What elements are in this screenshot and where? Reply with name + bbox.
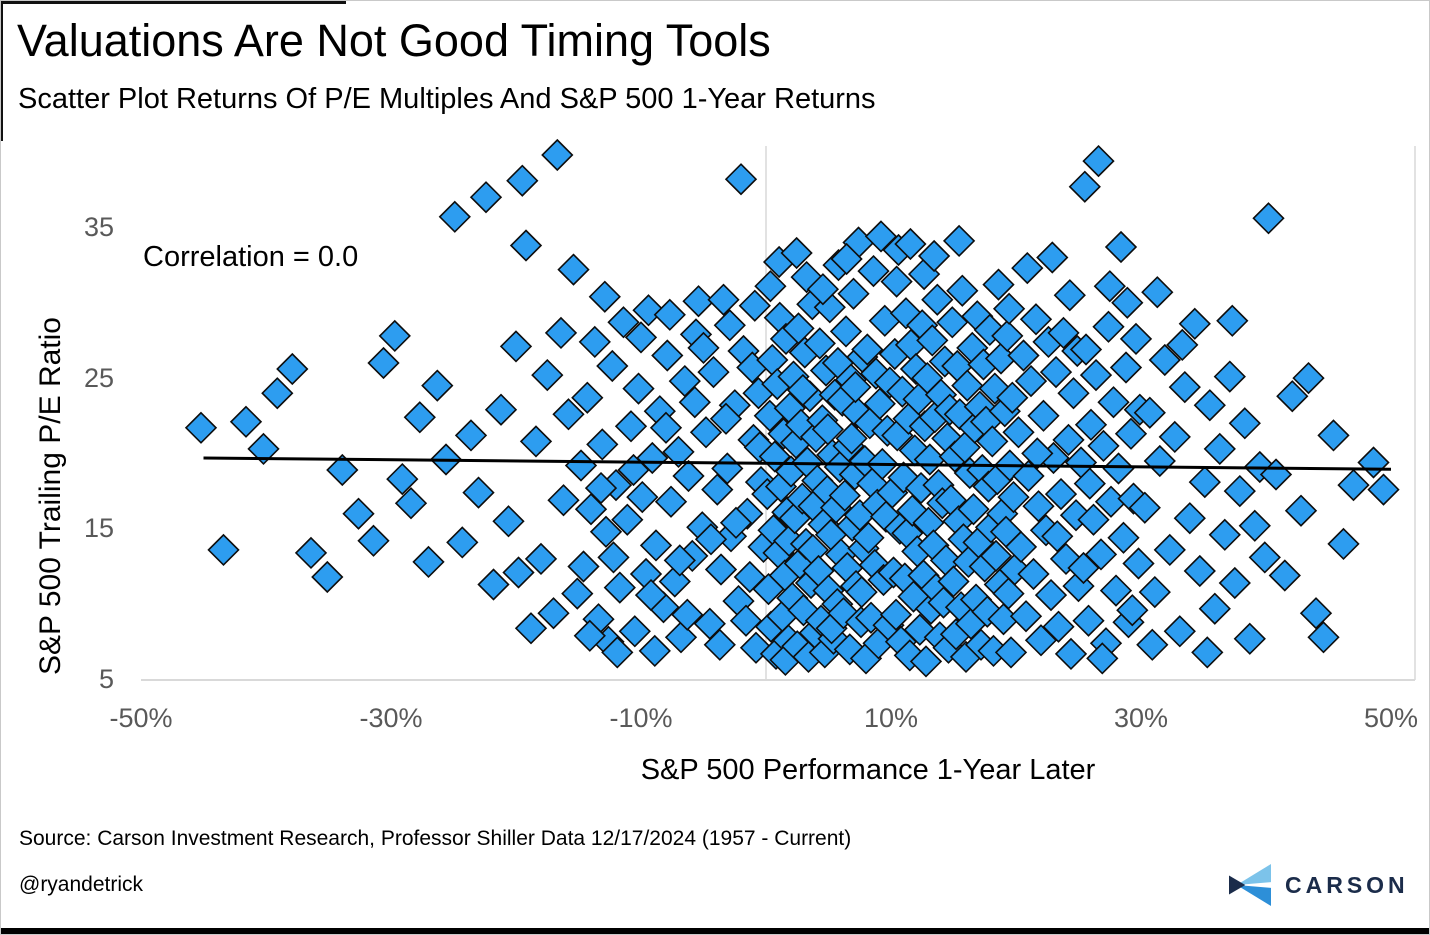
x-tick-10: 10%: [863, 703, 919, 733]
y-tick-15: 15: [83, 513, 114, 543]
x-tick-neg10: -10%: [609, 703, 673, 733]
y-tick-25: 25: [83, 363, 114, 393]
y-tick-35: 35: [83, 212, 114, 242]
scatter-plot: Correlation = 0.0 35 25 15 5 -50% -30% -…: [34, 138, 1418, 786]
carson-logo-text: CARSON: [1285, 871, 1409, 898]
top-border-artifact: [1, 1, 346, 4]
scatter-plot-canvas: [141, 138, 1416, 681]
x-tick-30: 30%: [1113, 703, 1169, 733]
author-handle: @ryandetrick: [19, 873, 144, 896]
chart-subtitle: Scatter Plot Returns Of P/E Multiples An…: [18, 83, 876, 115]
carson-logo-icon: [1229, 864, 1271, 906]
left-border-artifact: [1, 1, 3, 141]
x-tick-50: 50%: [1363, 703, 1419, 733]
correlation-annotation: Correlation = 0.0: [143, 241, 359, 273]
x-tick-neg50: -50%: [109, 703, 173, 733]
source-note: Source: Carson Investment Research, Prof…: [19, 827, 852, 850]
x-axis-title: S&P 500 Performance 1-Year Later: [640, 754, 1096, 786]
chart-title: Valuations Are Not Good Timing Tools: [17, 15, 771, 66]
bottom-border-bar: [1, 928, 1429, 934]
x-tick-neg30: -30%: [359, 703, 423, 733]
y-tick-5: 5: [98, 664, 114, 694]
carson-logo: CARSON: [1229, 863, 1409, 907]
y-axis-title: S&P 500 Trailing P/E Ratio: [34, 317, 67, 675]
